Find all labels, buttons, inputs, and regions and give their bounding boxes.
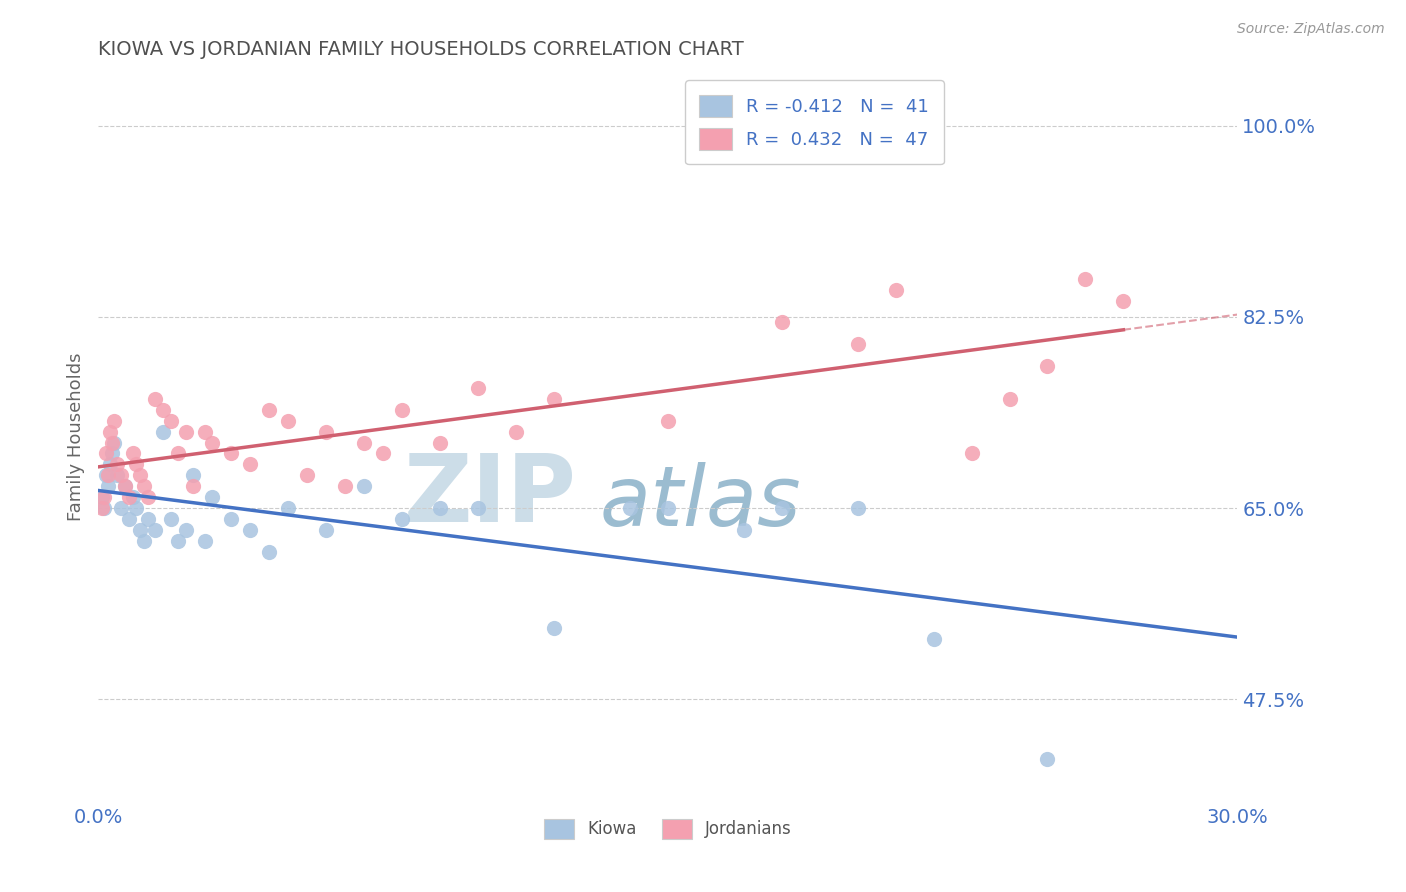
- Point: [174, 523, 197, 537]
- Point: [884, 283, 907, 297]
- Point: [152, 425, 174, 439]
- Legend: Kiowa, Jordanians: Kiowa, Jordanians: [537, 812, 799, 846]
- Point: [132, 479, 155, 493]
- Point: [100, 435, 122, 450]
- Point: [429, 435, 451, 450]
- Point: [107, 468, 129, 483]
- Point: [107, 458, 129, 472]
- Y-axis label: Family Households: Family Households: [66, 353, 84, 521]
- Point: [121, 490, 143, 504]
- Point: [1074, 272, 1097, 286]
- Point: [183, 468, 205, 483]
- Point: [145, 523, 167, 537]
- Point: [201, 490, 224, 504]
- Point: [91, 501, 114, 516]
- Point: [159, 512, 181, 526]
- Point: [145, 392, 167, 406]
- Point: [657, 414, 679, 428]
- Point: [391, 402, 413, 417]
- Point: [98, 458, 121, 472]
- Point: [770, 501, 793, 516]
- Point: [159, 414, 181, 428]
- Point: [167, 533, 190, 548]
- Point: [194, 533, 217, 548]
- Text: Source: ZipAtlas.com: Source: ZipAtlas.com: [1237, 22, 1385, 37]
- Point: [239, 458, 262, 472]
- Point: [114, 479, 136, 493]
- Point: [846, 337, 869, 351]
- Point: [277, 414, 299, 428]
- Text: KIOWA VS JORDANIAN FAMILY HOUSEHOLDS CORRELATION CHART: KIOWA VS JORDANIAN FAMILY HOUSEHOLDS COR…: [98, 39, 744, 59]
- Point: [922, 632, 945, 646]
- Point: [136, 490, 159, 504]
- Point: [94, 468, 117, 483]
- Point: [110, 501, 132, 516]
- Point: [429, 501, 451, 516]
- Point: [201, 435, 224, 450]
- Point: [277, 501, 299, 516]
- Text: ZIP: ZIP: [404, 450, 576, 541]
- Point: [505, 425, 527, 439]
- Point: [97, 479, 120, 493]
- Point: [770, 315, 793, 329]
- Point: [543, 621, 565, 635]
- Point: [391, 512, 413, 526]
- Point: [1112, 293, 1135, 308]
- Point: [733, 523, 755, 537]
- Point: [846, 501, 869, 516]
- Point: [167, 446, 190, 460]
- Point: [94, 446, 117, 460]
- Point: [960, 446, 983, 460]
- Point: [335, 479, 357, 493]
- Point: [118, 490, 141, 504]
- Point: [259, 545, 281, 559]
- Point: [129, 468, 152, 483]
- Point: [93, 501, 115, 516]
- Point: [93, 490, 115, 504]
- Point: [239, 523, 262, 537]
- Point: [657, 501, 679, 516]
- Point: [100, 446, 122, 460]
- Point: [543, 392, 565, 406]
- Point: [619, 501, 641, 516]
- Point: [467, 381, 489, 395]
- Point: [97, 468, 120, 483]
- Point: [353, 479, 375, 493]
- Point: [152, 402, 174, 417]
- Point: [221, 512, 243, 526]
- Point: [467, 501, 489, 516]
- Point: [194, 425, 217, 439]
- Point: [315, 523, 337, 537]
- Point: [221, 446, 243, 460]
- Point: [103, 435, 125, 450]
- Point: [136, 512, 159, 526]
- Point: [110, 468, 132, 483]
- Point: [125, 501, 148, 516]
- Point: [129, 523, 152, 537]
- Point: [98, 425, 121, 439]
- Point: [183, 479, 205, 493]
- Point: [121, 446, 143, 460]
- Point: [174, 425, 197, 439]
- Point: [125, 458, 148, 472]
- Point: [103, 414, 125, 428]
- Point: [132, 533, 155, 548]
- Point: [259, 402, 281, 417]
- Point: [114, 479, 136, 493]
- Point: [91, 490, 114, 504]
- Point: [353, 435, 375, 450]
- Point: [315, 425, 337, 439]
- Text: atlas: atlas: [599, 462, 801, 543]
- Point: [371, 446, 394, 460]
- Point: [1036, 359, 1059, 373]
- Point: [1036, 752, 1059, 766]
- Point: [118, 512, 141, 526]
- Point: [998, 392, 1021, 406]
- Point: [297, 468, 319, 483]
